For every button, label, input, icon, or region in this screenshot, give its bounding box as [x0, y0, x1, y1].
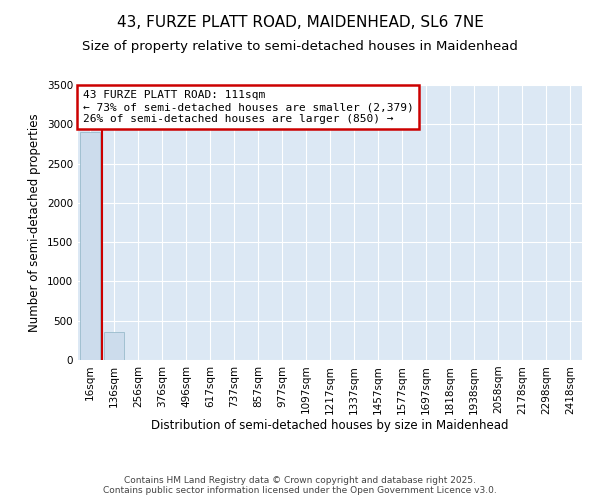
Text: Size of property relative to semi-detached houses in Maidenhead: Size of property relative to semi-detach…: [82, 40, 518, 53]
Bar: [104, 332, 124, 360]
Text: 43, FURZE PLATT ROAD, MAIDENHEAD, SL6 7NE: 43, FURZE PLATT ROAD, MAIDENHEAD, SL6 7N…: [116, 15, 484, 30]
Y-axis label: Number of semi-detached properties: Number of semi-detached properties: [28, 113, 41, 332]
Text: Contains HM Land Registry data © Crown copyright and database right 2025.
Contai: Contains HM Land Registry data © Crown c…: [103, 476, 497, 495]
Bar: [80, 132, 100, 360]
Text: 43 FURZE PLATT ROAD: 111sqm
← 73% of semi-detached houses are smaller (2,379)
26: 43 FURZE PLATT ROAD: 111sqm ← 73% of sem…: [83, 90, 414, 124]
X-axis label: Distribution of semi-detached houses by size in Maidenhead: Distribution of semi-detached houses by …: [151, 419, 509, 432]
